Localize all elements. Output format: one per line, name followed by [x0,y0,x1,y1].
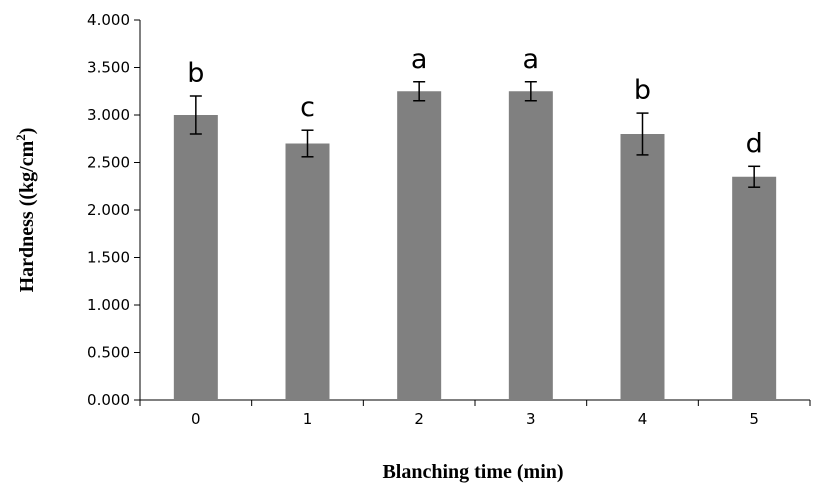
bar [508,91,553,400]
x-tick-label: 1 [303,410,313,428]
bars [173,81,777,400]
x-tick-label: 4 [638,410,648,428]
y-tick-label: 0.000 [87,391,130,409]
significance-letter: d [746,128,763,159]
y-tick-label: 2.000 [87,201,130,219]
x-tick-label: 3 [526,410,536,428]
y-tick-label: 3.000 [87,106,130,124]
significance-letter: a [523,44,540,75]
x-tick-label: 5 [749,410,759,428]
bar [620,134,665,400]
y-axis: 0.000 0.500 1.000 1.500 2.000 2.500 3.000 3.500… [87,11,141,409]
significance-letter: a [411,44,428,75]
y-axis-title: Hardness ((kg/cm2) [13,128,38,293]
y-tick-label: 4.000 [87,11,130,29]
y-tick-label: 1.500 [87,249,130,267]
x-tick-label: 2 [414,410,424,428]
x-axis: 0 1 2 3 4 5 [139,399,811,428]
bar [285,143,330,400]
significance-labels: b c a a b d [187,44,762,160]
significance-letter: c [300,92,315,123]
y-tick-label: 1.000 [87,296,130,314]
y-tick-label: 3.500 [87,59,130,77]
bar [173,115,218,400]
significance-letter: b [634,75,651,106]
bar [397,91,442,400]
x-tick-label: 0 [191,410,201,428]
significance-letter: b [187,58,204,89]
y-tick-label: 0.500 [87,344,130,362]
x-axis-title: Blanching time (min) [382,461,563,483]
bar [732,176,777,400]
y-tick-label: 2.500 [87,154,130,172]
